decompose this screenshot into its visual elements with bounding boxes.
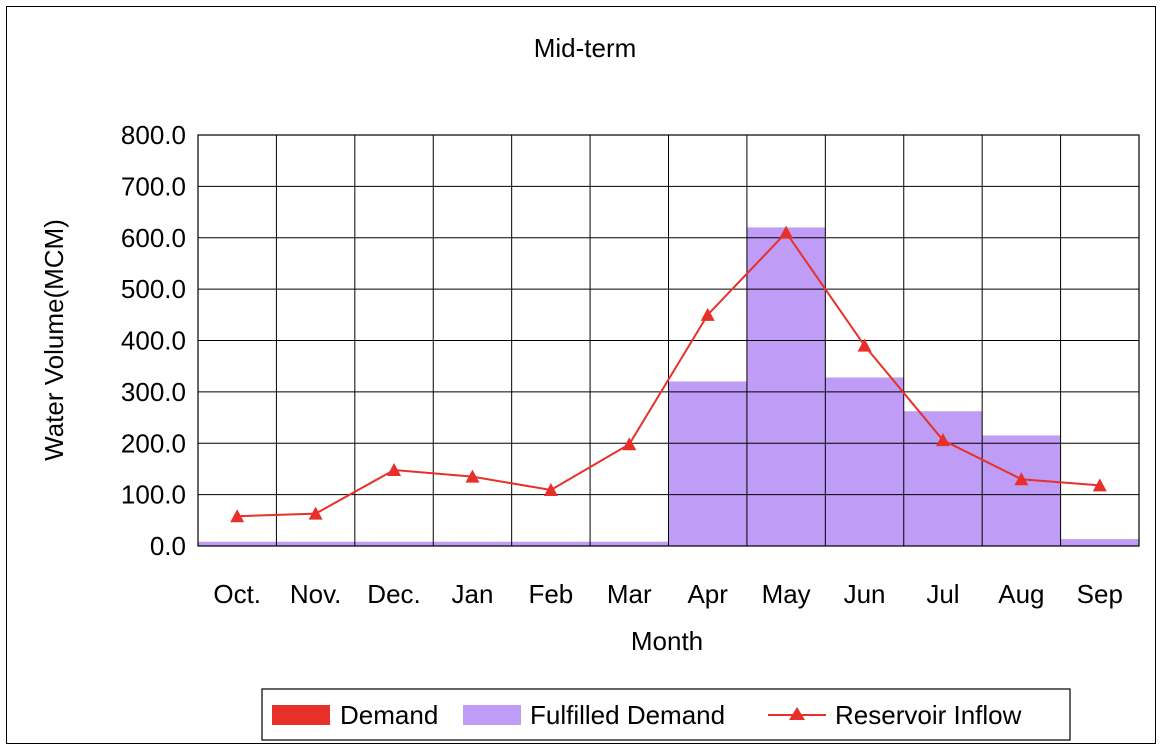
legend-label-fulfilled-demand: Fulfilled Demand bbox=[530, 700, 725, 730]
y-tick-label-1: 100.0 bbox=[121, 480, 186, 510]
bar-fulfilled-demand-5 bbox=[590, 541, 669, 546]
y-axis-ticks: 0.0 100.0 200.0 300.0 400.0 500.0 600.0 700.0 80… bbox=[121, 120, 186, 561]
bar-fulfilled-demand-9 bbox=[903, 411, 983, 546]
x-tick-label-3: Jan bbox=[451, 579, 493, 609]
legend-swatch-fulfilled-demand bbox=[463, 705, 521, 725]
x-tick-label-1: Nov. bbox=[290, 579, 342, 609]
legend-label-reservoir-inflow: Reservoir Inflow bbox=[835, 700, 1022, 730]
bars bbox=[198, 227, 1139, 546]
y-tick-label-2: 200.0 bbox=[121, 428, 186, 458]
y-tick-label-0: 0.0 bbox=[150, 531, 186, 561]
gridlines bbox=[197, 134, 1140, 547]
y-tick-label-6: 600.0 bbox=[121, 223, 186, 253]
x-tick-label-6: Apr bbox=[687, 579, 728, 609]
reservoir-inflow-point-2 bbox=[387, 462, 402, 476]
legend-box bbox=[261, 688, 1071, 741]
y-tick-label-8: 800.0 bbox=[121, 120, 186, 150]
bar-fulfilled-demand-2 bbox=[354, 541, 434, 546]
x-tick-label-10: Aug bbox=[998, 579, 1044, 609]
x-tick-label-4: Feb bbox=[528, 579, 573, 609]
reservoir-inflow-line bbox=[237, 231, 1100, 518]
y-tick-label-7: 700.0 bbox=[121, 171, 186, 201]
bar-fulfilled-demand-1 bbox=[276, 541, 355, 546]
bar-fulfilled-demand-6 bbox=[668, 381, 747, 546]
x-tick-label-8: Jun bbox=[844, 579, 886, 609]
reservoir-inflow-point-0 bbox=[230, 509, 245, 523]
bar-fulfilled-demand-8 bbox=[825, 377, 904, 546]
bar-fulfilled-demand-11 bbox=[1060, 539, 1139, 546]
legend: Demand Fulfilled Demand Reservoir Inflow bbox=[261, 688, 1071, 741]
reservoir-inflow-point-1 bbox=[308, 506, 323, 520]
x-tick-label-11: Sep bbox=[1077, 579, 1123, 609]
x-tick-label-5: Mar bbox=[607, 579, 652, 609]
reservoir-inflow-point-11 bbox=[1092, 478, 1107, 492]
x-tick-label-7: May bbox=[762, 579, 811, 609]
y-tick-label-5: 500.0 bbox=[121, 274, 186, 304]
bar-fulfilled-demand-3 bbox=[433, 541, 512, 546]
reservoir-inflow-point-6 bbox=[700, 307, 715, 321]
chart-title: Mid-term bbox=[534, 33, 637, 63]
plot-border bbox=[197, 134, 1140, 547]
y-tick-label-3: 300.0 bbox=[121, 377, 186, 407]
legend-marker-reservoir-inflow bbox=[789, 707, 805, 720]
x-tick-label-9: Jul bbox=[926, 579, 959, 609]
y-tick-label-4: 400.0 bbox=[121, 326, 186, 356]
x-tick-label-0: Oct. bbox=[213, 579, 261, 609]
reservoir-inflow-point-7 bbox=[779, 225, 794, 239]
legend-label-demand: Demand bbox=[340, 700, 438, 730]
bar-fulfilled-demand-10 bbox=[982, 435, 1061, 546]
legend-swatch-demand bbox=[272, 705, 330, 725]
reservoir-inflow-point-5 bbox=[622, 437, 637, 451]
reservoir-inflow-series bbox=[230, 225, 1107, 523]
x-axis-label: Month bbox=[631, 626, 703, 656]
x-tick-label-2: Dec. bbox=[367, 579, 420, 609]
bar-fulfilled-demand-0 bbox=[198, 541, 277, 546]
reservoir-inflow-point-9 bbox=[935, 433, 950, 447]
bar-fulfilled-demand-4 bbox=[511, 541, 591, 546]
reservoir-inflow-point-4 bbox=[543, 483, 558, 497]
bar-fulfilled-demand-7 bbox=[746, 227, 826, 546]
reservoir-inflow-point-10 bbox=[1014, 472, 1029, 486]
x-axis-ticks: Oct. Nov. Dec. Jan Feb Mar Apr May Jun Jul Aug Sep bbox=[213, 579, 1123, 609]
reservoir-inflow-point-8 bbox=[857, 338, 872, 352]
reservoir-inflow-point-3 bbox=[465, 469, 480, 483]
y-axis-label: Water Volume(MCM) bbox=[39, 219, 69, 461]
